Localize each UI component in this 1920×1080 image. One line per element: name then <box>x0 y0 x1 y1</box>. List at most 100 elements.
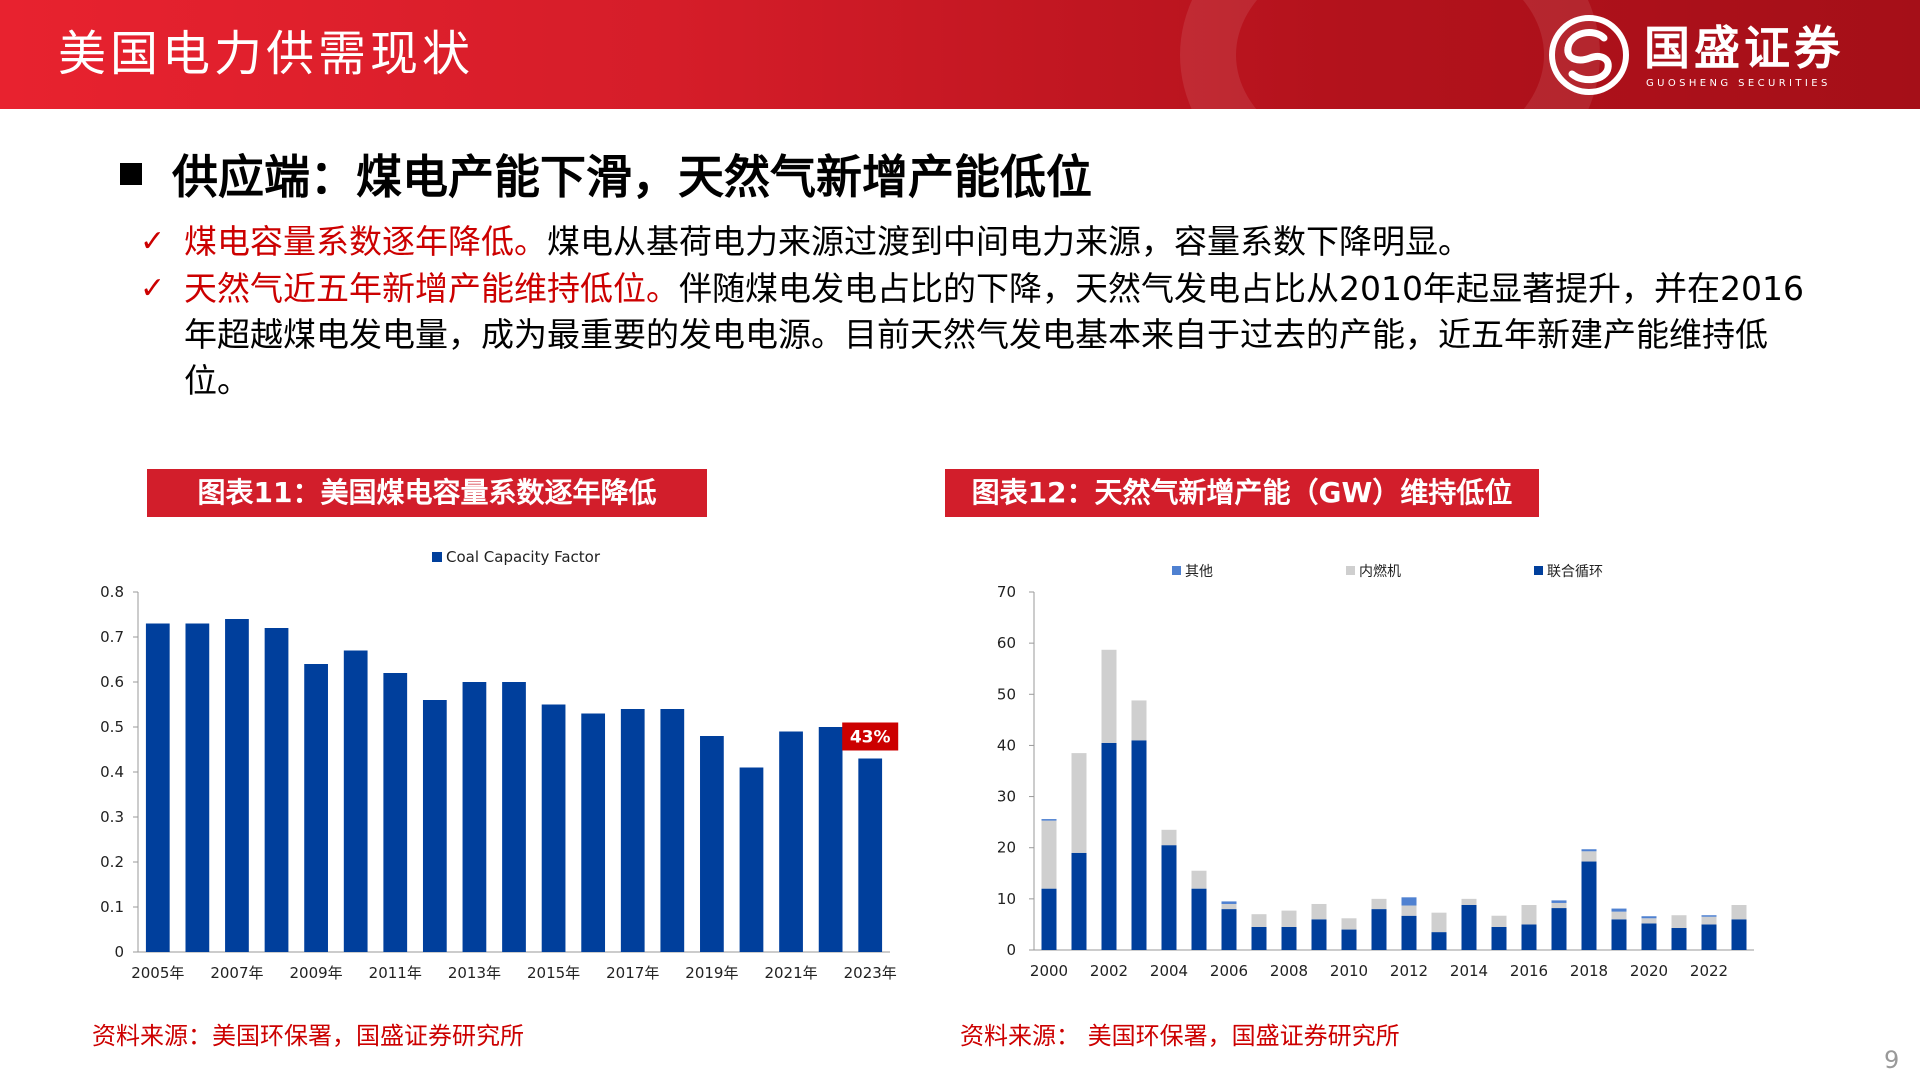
x-tick-label: 2021年 <box>764 964 817 982</box>
bar-segment <box>1491 926 1507 950</box>
x-tick-label: 2022 <box>1690 962 1728 980</box>
bar <box>779 731 803 952</box>
y-tick-label: 40 <box>997 736 1016 754</box>
y-tick-label: 50 <box>997 685 1016 703</box>
y-tick-label: 0 <box>114 943 124 961</box>
x-tick-label: 2009年 <box>290 964 343 982</box>
bar-segment <box>1251 926 1267 950</box>
bar <box>185 623 210 952</box>
bar-segment <box>1611 911 1627 920</box>
y-tick-label: 60 <box>997 634 1016 652</box>
legend-swatch <box>1534 566 1543 575</box>
bar <box>383 673 408 952</box>
bar-segment <box>1701 915 1717 917</box>
brand-logo: 国盛证券 GUOSHENG SECURITIES <box>1548 14 1908 95</box>
guosheng-logo-icon <box>1549 15 1629 95</box>
figure-caption: 图表12：天然气新增产能（GW）维持低位 <box>945 469 1539 517</box>
section-heading: 供应端：煤电产能下滑，天然气新增产能低位 <box>120 142 1092 206</box>
x-tick-label: 2000 <box>1030 962 1068 980</box>
bar-segment <box>1461 904 1477 950</box>
bullet-highlight: 天然气近五年新增产能维持低位。 <box>184 269 679 308</box>
bar-segment <box>1641 918 1657 924</box>
bar <box>739 767 764 952</box>
section-heading-text: 供应端：煤电产能下滑，天然气新增产能低位 <box>172 150 1092 204</box>
y-tick-label: 0.3 <box>100 808 124 826</box>
bar-segment <box>1401 905 1417 916</box>
page-title: 美国电力供需现状 <box>58 26 475 82</box>
bar-segment <box>1041 820 1057 889</box>
bar-segment <box>1731 919 1747 950</box>
bar-segment <box>1101 649 1117 743</box>
bar-segment <box>1341 918 1357 930</box>
x-tick-label: 2023年 <box>844 964 897 982</box>
y-tick-label: 0.6 <box>100 673 124 691</box>
bar <box>422 700 447 952</box>
bar-segment <box>1041 888 1057 950</box>
y-tick-label: 20 <box>997 839 1016 857</box>
bar-segment <box>1191 870 1207 889</box>
bar <box>700 736 724 952</box>
bar-segment <box>1551 908 1567 950</box>
x-tick-label: 2006 <box>1210 962 1248 980</box>
x-tick-label: 2017年 <box>606 964 659 982</box>
bar-segment <box>1611 919 1627 950</box>
x-tick-label: 2018 <box>1570 962 1608 980</box>
legend-swatch <box>1172 566 1181 575</box>
bar-segment <box>1131 700 1147 741</box>
bar-segment <box>1641 923 1657 950</box>
bar <box>818 727 843 952</box>
header-watermark <box>1180 0 1600 109</box>
bar-segment <box>1611 908 1627 912</box>
bar <box>660 709 685 952</box>
figure-caption: 图表11：美国煤电容量系数逐年降低 <box>147 469 707 517</box>
bar <box>462 682 487 952</box>
bullet-point: ✓ 煤电容量系数逐年降低。煤电从基荷电力来源过渡到中间电力来源，容量系数下降明显… <box>140 219 1810 265</box>
bar-segment <box>1371 898 1387 910</box>
legend-swatch <box>432 552 442 562</box>
bar <box>304 664 328 952</box>
x-tick-label: 2005年 <box>131 964 184 982</box>
x-tick-label: 2002 <box>1090 962 1128 980</box>
x-tick-label: 2020 <box>1630 962 1668 980</box>
bar-segment <box>1221 903 1237 910</box>
bar-segment <box>1311 903 1327 920</box>
bar-segment <box>1221 909 1237 950</box>
bar <box>581 713 606 952</box>
bar-segment <box>1491 915 1507 927</box>
checkmark-icon: ✓ <box>140 224 166 259</box>
bar-segment <box>1521 924 1537 950</box>
x-tick-label: 2010 <box>1330 962 1368 980</box>
bar-segment <box>1401 897 1417 906</box>
bar <box>225 619 249 952</box>
page-number: 9 <box>1884 1046 1900 1074</box>
legend-label: 联合循环 <box>1547 564 1603 580</box>
bar-segment <box>1431 912 1447 933</box>
bar <box>620 709 645 952</box>
bar-segment <box>1281 910 1297 927</box>
bar-segment <box>1161 845 1177 950</box>
x-tick-label: 2011年 <box>369 964 422 982</box>
bar-segment <box>1431 932 1447 950</box>
bar <box>541 704 566 952</box>
bar <box>145 623 170 952</box>
bullet-point: ✓ 天然气近五年新增产能维持低位。伴随煤电发电占比的下降，天然气发电占比从201… <box>140 266 1810 404</box>
bar-segment <box>1581 849 1597 852</box>
bar-segment <box>1311 919 1327 950</box>
bar-segment <box>1551 902 1567 909</box>
bar <box>858 758 883 952</box>
bar-segment <box>1191 888 1207 950</box>
gas-capacity-addition-chart: 其他 内燃机 联合循环 0 10 20 30 40 50 60 70 2000 2002 2004 2006… <box>997 563 1754 980</box>
x-tick-label: 2007年 <box>210 964 263 982</box>
x-tick-label: 2016 <box>1510 962 1548 980</box>
bar-segment <box>1551 900 1567 903</box>
x-tick-label: 2013年 <box>448 964 501 982</box>
annotation-badge <box>842 722 899 751</box>
bar <box>343 650 368 952</box>
bar-segment <box>1701 924 1717 950</box>
x-tick-label: 2015年 <box>527 964 580 982</box>
bar-segment <box>1371 909 1387 950</box>
x-tick-label: 2004 <box>1150 962 1188 980</box>
square-bullet-icon <box>120 163 142 185</box>
bar-segment <box>1071 852 1087 950</box>
bullet-text: 伴随煤电发电占比的下降，天然气发电占比从2010年起显著提升，并在2016年超越… <box>184 269 1804 400</box>
